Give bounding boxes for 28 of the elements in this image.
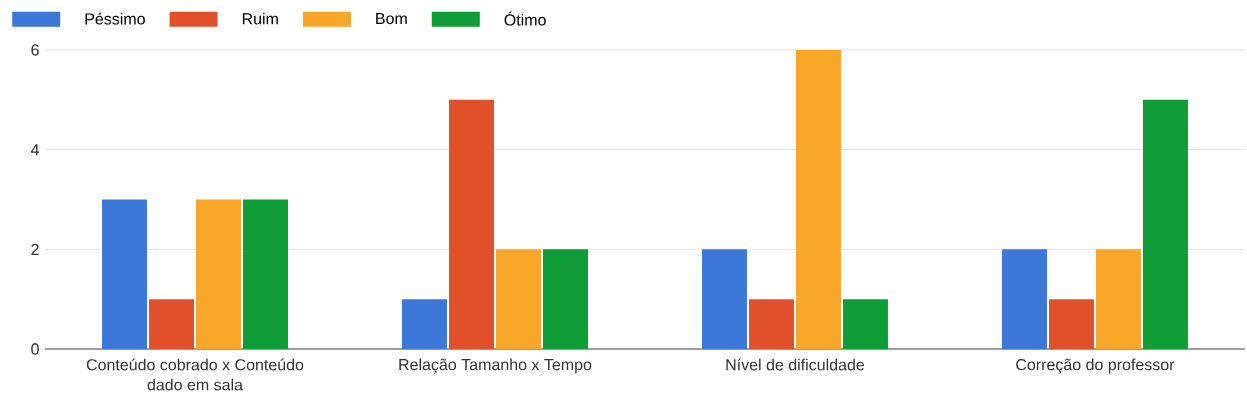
x-tick-label: Conteúdo cobrado x Conteúdo dado em sala bbox=[86, 358, 304, 391]
bar bbox=[542, 249, 588, 349]
bar bbox=[102, 199, 148, 349]
legend-label: Ótimo bbox=[504, 11, 546, 26]
y-tick-label: 2 bbox=[31, 243, 39, 255]
legend-label: Péssimo bbox=[85, 12, 145, 25]
bar bbox=[1048, 299, 1094, 349]
bar bbox=[1001, 249, 1047, 349]
bar bbox=[149, 299, 195, 349]
bar bbox=[795, 50, 841, 349]
y-tick-label: 4 bbox=[30, 144, 40, 156]
bar bbox=[1095, 249, 1141, 349]
bar bbox=[495, 249, 541, 349]
bar bbox=[401, 299, 447, 349]
bar bbox=[701, 249, 747, 349]
y-tick-label: 6 bbox=[31, 44, 39, 56]
x-tick-label: Nível de dificuldade bbox=[726, 358, 865, 371]
y-tick-label: 0 bbox=[31, 343, 39, 355]
bar bbox=[448, 99, 494, 349]
x-tick-label: Relação Tamanho x Tempo bbox=[399, 358, 592, 374]
bar bbox=[748, 299, 794, 349]
bar bbox=[243, 199, 289, 349]
x-tick-label: Correção do professor bbox=[1016, 358, 1175, 374]
bar bbox=[842, 299, 888, 349]
bar bbox=[196, 199, 242, 349]
legend-label: Ruim bbox=[242, 12, 278, 25]
legend-label: Bom bbox=[376, 13, 407, 25]
bar bbox=[1142, 99, 1188, 349]
